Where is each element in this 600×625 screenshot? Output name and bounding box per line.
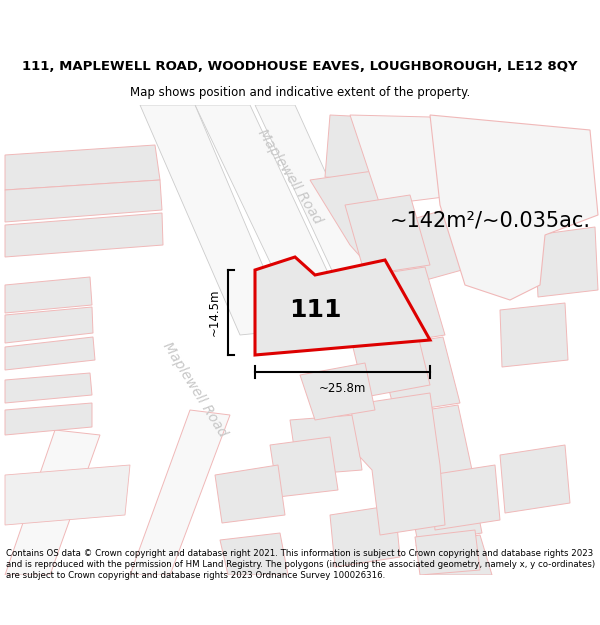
Text: Maplewell Road: Maplewell Road	[160, 340, 230, 440]
Polygon shape	[5, 277, 92, 313]
Polygon shape	[415, 530, 480, 575]
Text: ~14.5m: ~14.5m	[208, 289, 221, 336]
Polygon shape	[5, 307, 93, 343]
Polygon shape	[350, 115, 460, 205]
Polygon shape	[325, 115, 430, 185]
Polygon shape	[406, 472, 482, 543]
Text: ~25.8m: ~25.8m	[319, 381, 366, 394]
Text: ~142m²/~0.035ac.: ~142m²/~0.035ac.	[390, 210, 591, 230]
Polygon shape	[350, 323, 430, 397]
Polygon shape	[420, 120, 535, 193]
Polygon shape	[255, 105, 390, 320]
Polygon shape	[5, 373, 92, 403]
Polygon shape	[350, 393, 445, 535]
Polygon shape	[5, 465, 130, 525]
Text: 111, MAPLEWELL ROAD, WOODHOUSE EAVES, LOUGHBOROUGH, LE12 8QY: 111, MAPLEWELL ROAD, WOODHOUSE EAVES, LO…	[22, 60, 578, 73]
Polygon shape	[500, 303, 568, 367]
Polygon shape	[430, 115, 598, 300]
Polygon shape	[416, 535, 492, 575]
Polygon shape	[255, 257, 430, 355]
Polygon shape	[360, 267, 445, 345]
Polygon shape	[140, 105, 290, 335]
Polygon shape	[220, 533, 288, 575]
Polygon shape	[393, 405, 472, 480]
Text: Map shows position and indicative extent of the property.: Map shows position and indicative extent…	[130, 86, 470, 99]
Polygon shape	[460, 185, 560, 267]
Polygon shape	[5, 430, 100, 575]
Polygon shape	[5, 213, 163, 257]
Polygon shape	[5, 145, 160, 190]
Polygon shape	[310, 170, 480, 290]
Polygon shape	[378, 337, 460, 413]
Polygon shape	[500, 147, 585, 215]
Polygon shape	[5, 337, 95, 370]
Polygon shape	[290, 415, 362, 475]
Polygon shape	[195, 105, 350, 325]
Polygon shape	[300, 363, 375, 420]
Polygon shape	[500, 445, 570, 513]
Text: Maplewell Road: Maplewell Road	[255, 127, 325, 227]
Text: 111: 111	[289, 298, 341, 322]
Polygon shape	[535, 227, 598, 297]
Polygon shape	[270, 437, 338, 497]
Polygon shape	[130, 410, 230, 575]
Polygon shape	[5, 403, 92, 435]
Polygon shape	[330, 505, 400, 567]
Polygon shape	[345, 195, 430, 275]
Polygon shape	[430, 465, 500, 530]
Polygon shape	[5, 180, 162, 222]
Polygon shape	[215, 465, 285, 523]
Text: Contains OS data © Crown copyright and database right 2021. This information is : Contains OS data © Crown copyright and d…	[6, 549, 595, 580]
